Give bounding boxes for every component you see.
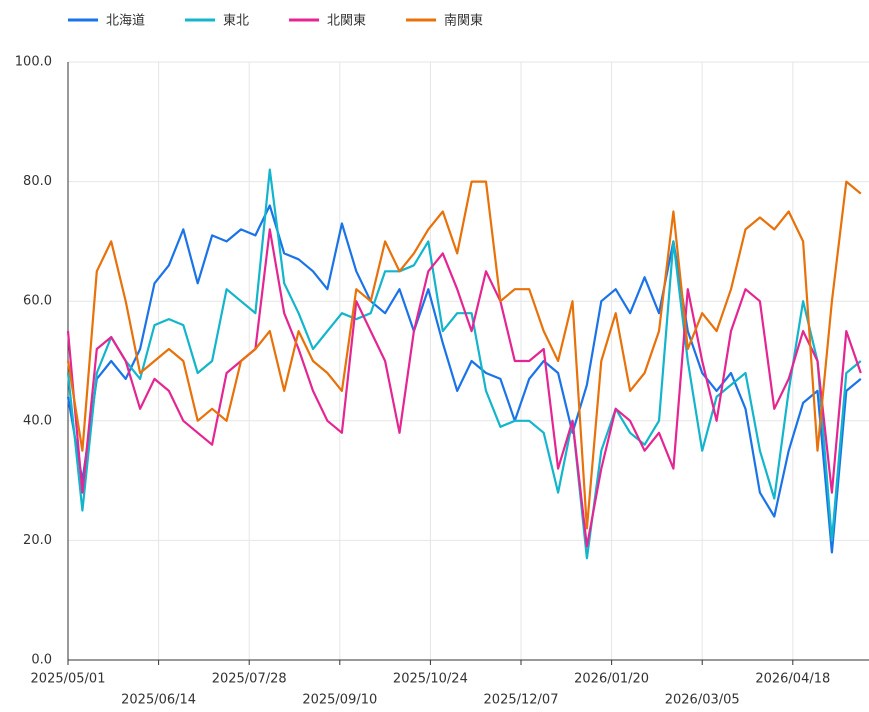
legend-label: 東北 — [223, 13, 249, 29]
x-tick-label: 2026/04/18 — [755, 672, 830, 687]
x-tick-label: 2025/06/14 — [121, 693, 196, 708]
x-tick-label: 2026/03/05 — [665, 693, 740, 708]
legend-label: 北関東 — [327, 13, 366, 29]
y-tick-label: 100.0 — [15, 55, 52, 70]
legend-label: 北海道 — [106, 14, 145, 29]
y-tick-label: 60.0 — [23, 294, 52, 309]
y-tick-label: 40.0 — [23, 413, 52, 428]
x-tick-label: 2026/01/20 — [574, 672, 649, 687]
series-line — [66, 228, 862, 548]
series-line — [66, 168, 862, 560]
x-tick-label: 2025/05/01 — [31, 672, 106, 687]
y-tick-label: 0.0 — [31, 653, 52, 668]
x-tick-label: 2025/10/24 — [393, 672, 468, 687]
series-line — [66, 204, 862, 554]
y-tick-label: 80.0 — [23, 174, 52, 189]
series-line — [66, 180, 862, 530]
legend-label: 南関東 — [444, 13, 483, 29]
y-tick-label: 20.0 — [23, 533, 52, 548]
x-tick-label: 2025/12/07 — [484, 693, 559, 708]
x-tick-label: 2025/09/10 — [302, 693, 377, 708]
x-tick-label: 2025/07/28 — [212, 672, 287, 687]
